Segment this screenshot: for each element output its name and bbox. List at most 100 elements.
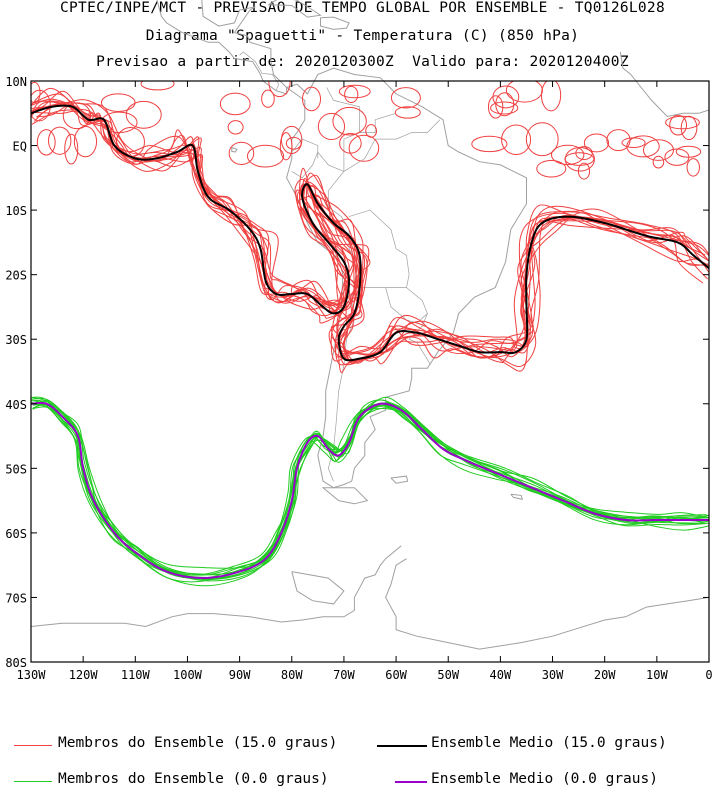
coastline-3 [390, 475, 409, 484]
member-15-contour [338, 84, 371, 99]
chart-title-line-1: CPTEC/INPE/MCT - PREVISAO DE TEMPO GLOBA… [60, 0, 665, 16]
member-15-contour [31, 89, 51, 122]
y-tick-label: EQ [13, 140, 27, 154]
member-15-line [31, 102, 709, 365]
member-15-contour [583, 133, 610, 153]
member-0-line [31, 401, 707, 583]
member-15-contour [246, 144, 285, 168]
map-axes: 130W 120W 110W 100W 90W 80W 70W 60W 50W 40W 30W 20W… [5, 75, 712, 682]
member-15-contour [550, 144, 585, 165]
chart-title-line-2: Diagrama "Spaguetti" - Temperatura (C) (… [145, 28, 580, 44]
y-tick-label: 20S [5, 269, 27, 283]
member-0-line [35, 396, 709, 569]
member-0-line [31, 396, 706, 579]
x-tick-label: 130W [17, 668, 47, 682]
member-15-contour [621, 137, 646, 148]
member-15-contour [36, 129, 56, 156]
member-15-line [31, 108, 708, 365]
member-15-contour [390, 87, 421, 109]
ensemble-members-0-layer [31, 396, 709, 587]
member-15-contour [227, 120, 244, 135]
legend-label-mean-15: Ensemble Medio (15.0 graus) [431, 735, 667, 751]
member-15-contour [664, 148, 690, 166]
member-15-contour [564, 152, 595, 166]
x-tick-label: 90W [229, 668, 251, 682]
member-0-line [33, 399, 706, 575]
x-tick-label: 120W [69, 668, 99, 682]
border-3 [348, 209, 410, 288]
member-15-contour [487, 95, 504, 119]
member-15-contour [31, 81, 41, 104]
legend-label-mean-0: Ensemble Medio (0.0 graus) [431, 771, 658, 787]
coastline-9 [510, 493, 524, 500]
member-15-contour [348, 134, 380, 162]
coastline-2 [321, 487, 369, 505]
member-0-line [31, 402, 706, 580]
x-tick-label: 20W [594, 668, 616, 682]
coastline-4 [619, 51, 710, 118]
member-15-contour [642, 139, 674, 161]
member-15-contour [100, 93, 136, 112]
legend-swatch-members-0 [14, 781, 52, 782]
coastline-5 [268, 0, 322, 18]
coastline-7 [30, 545, 402, 628]
ensemble-mean-0-line [31, 401, 709, 580]
coastline-layer [30, 0, 710, 650]
coastline-0 [286, 67, 527, 489]
ensemble-mean-15-line [31, 104, 709, 362]
legend-swatch-members-15 [14, 745, 52, 746]
chart-title-line-3: Previsao a partir de: 2020120300Z Valido… [96, 54, 629, 70]
x-tick-label: 10W [646, 668, 668, 682]
member-15-contour [665, 115, 700, 130]
border-0 [326, 87, 360, 172]
member-15-contour [261, 89, 275, 108]
legend-swatch-mean-0 [395, 781, 427, 783]
y-tick-label: 40S [5, 398, 27, 412]
member-15-contour [228, 141, 255, 165]
member-0-line [31, 397, 709, 579]
member-15-contour [344, 85, 359, 104]
x-tick-label: 0 [705, 668, 712, 682]
member-15-contour [686, 158, 700, 177]
y-tick-label: 80S [5, 656, 27, 670]
member-15-contour [536, 159, 567, 178]
member-15-contour [501, 124, 532, 156]
member-15-contour [471, 135, 508, 153]
member-15-contour [495, 92, 515, 117]
member-15-contour [48, 126, 72, 155]
member-15-contour [626, 135, 660, 158]
coastline-1 [156, 0, 288, 95]
member-15-contour [279, 132, 293, 161]
member-15-contour [219, 92, 251, 116]
member-15-contour [140, 81, 175, 91]
ensemble-members-15-layer [31, 81, 709, 374]
y-tick-label: 50S [5, 462, 27, 476]
plot-frame [30, 80, 710, 663]
legend-swatch-mean-15 [377, 745, 427, 747]
member-15-contour [125, 100, 162, 129]
member-15-line [31, 110, 709, 372]
member-15-contour [669, 114, 688, 136]
x-tick-label: 70W [333, 668, 355, 682]
member-15-contour [365, 124, 378, 138]
y-tick-label: 10S [5, 204, 27, 218]
member-15-contour [100, 111, 138, 134]
border-4 [385, 287, 428, 324]
member-15-contour [268, 81, 291, 98]
x-tick-label: 50W [437, 668, 459, 682]
member-15-contour [332, 106, 367, 136]
member-15-contour [490, 101, 519, 115]
x-tick-label: 40W [490, 668, 512, 682]
member-15-line [31, 101, 709, 364]
member-15-contour [317, 112, 346, 141]
x-tick-label: 30W [542, 668, 564, 682]
member-15-contour [606, 129, 631, 152]
x-tick-label: 110W [121, 668, 151, 682]
y-tick-label: 30S [5, 333, 27, 347]
member-15-line [31, 104, 704, 358]
member-15-line [31, 87, 709, 366]
member-15-contour [505, 81, 543, 103]
member-15-contour [285, 136, 302, 150]
x-tick-label: 60W [385, 668, 407, 682]
